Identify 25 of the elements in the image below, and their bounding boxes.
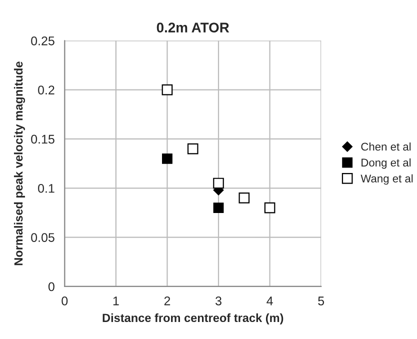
x-tick-label: 3 [216,296,222,306]
y-tick-label: 0.2 [38,86,54,94]
y-tick-label: 0.05 [31,233,54,242]
point [213,202,224,214]
y-tick-label: 0 [48,282,54,292]
x-tick-label: 4 [266,296,273,306]
point [213,178,224,189]
legend-label: Dong et al [362,158,411,169]
x-tick-label: 2 [164,296,170,306]
y-tick-label: 0.25 [31,36,54,46]
x-tick-label: 1 [113,296,119,306]
y-axis-title: Normalised peak velocity magnitude [14,62,26,266]
point [162,153,172,164]
legend-label: Wang et al [360,174,413,185]
legend-label: Chen et al [361,142,411,151]
y-tick-label: 0.15 [31,134,54,144]
point [238,192,250,204]
x-tick-label: 5 [318,296,324,306]
x-axis-title: Distance from centreof track (m) [102,313,284,324]
point [187,143,198,154]
x-tick-label: 0 [62,296,68,306]
point [264,202,276,214]
y-tick-label: 0.1 [38,184,54,193]
point [162,84,173,96]
chart-title: 0.2m ATOR [156,22,230,32]
